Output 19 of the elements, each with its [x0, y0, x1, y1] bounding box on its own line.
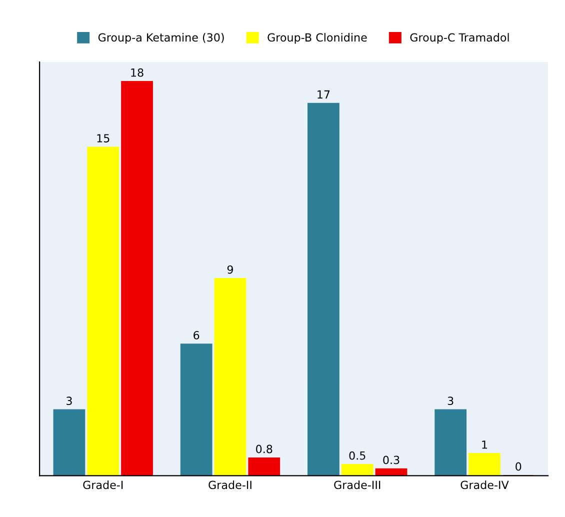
data-label: 0.8: [256, 444, 272, 454]
data-label: 17: [318, 90, 330, 99]
data-label: 0.3: [383, 456, 400, 464]
data-label: 15: [97, 134, 110, 142]
x-tick-label: Grade-II: [208, 480, 252, 490]
data-label: 6: [194, 331, 200, 340]
data-label: 3: [66, 396, 72, 406]
legend-label: Group-B Clonidine: [268, 33, 367, 44]
legend-label: Group-a Ketamine (30): [98, 33, 224, 44]
data-label: 0: [516, 462, 522, 471]
data-label: 0.5: [349, 451, 366, 460]
data-label: 18: [131, 68, 144, 77]
legend-label: Group-C Tramadol: [410, 33, 509, 44]
data-label: 9: [227, 265, 233, 274]
data-label: 3: [448, 396, 454, 406]
data-label: 1: [482, 440, 487, 449]
x-tick-label: Grade-III: [334, 480, 380, 490]
x-tick-label: Grade-I: [83, 480, 123, 490]
x-tick-label: Grade-IV: [460, 480, 509, 490]
